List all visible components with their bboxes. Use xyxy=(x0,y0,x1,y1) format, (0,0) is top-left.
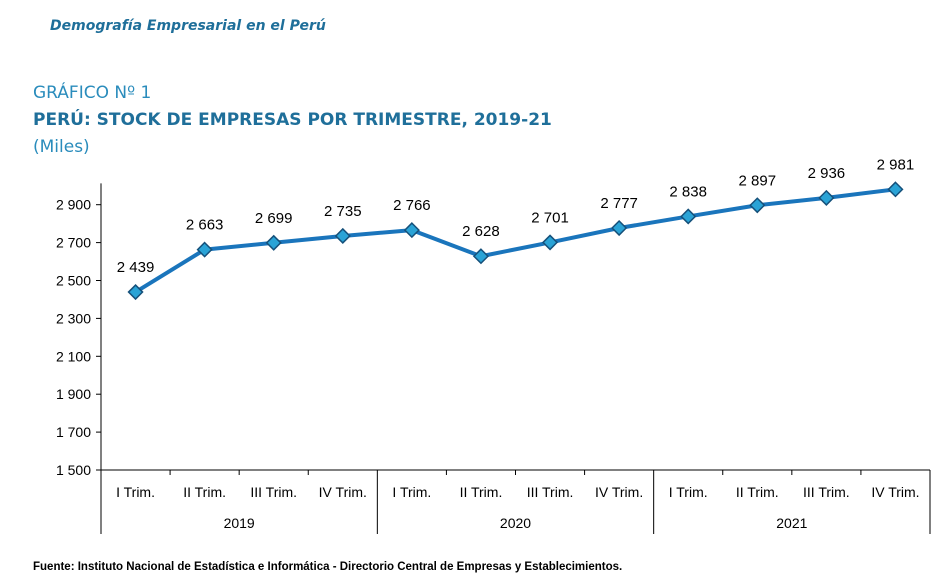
data-point-marker xyxy=(818,189,835,206)
x-tick-label: II Trim. xyxy=(460,484,503,500)
data-label: 2 981 xyxy=(877,156,915,173)
x-tick-label: IV Trim. xyxy=(595,484,643,500)
year-group-label: 2019 xyxy=(224,515,255,531)
x-tick-label: III Trim. xyxy=(527,484,574,500)
data-label: 2 838 xyxy=(669,183,707,200)
data-point-marker xyxy=(127,283,144,301)
y-tick-label: 1 700 xyxy=(56,424,91,440)
y-tick-label: 1 500 xyxy=(56,462,91,478)
year-group-label: 2020 xyxy=(500,515,531,531)
data-point-marker xyxy=(680,208,697,225)
data-label: 2 439 xyxy=(117,259,155,276)
x-tick-label: III Trim. xyxy=(250,484,297,500)
data-point-marker xyxy=(887,181,904,198)
year-group-label: 2021 xyxy=(776,515,807,531)
x-tick-label: I Trim. xyxy=(392,484,431,500)
x-tick-label: II Trim. xyxy=(736,484,779,500)
x-tick-label: I Trim. xyxy=(669,484,708,500)
y-tick-label: 2 300 xyxy=(56,310,91,326)
y-tick-label: 2 700 xyxy=(56,235,91,251)
y-tick-label: 2 500 xyxy=(56,273,91,289)
figure-number: GRÁFICO Nº 1 xyxy=(33,83,152,103)
y-tick-label: 2 100 xyxy=(56,348,91,364)
data-label: 2 777 xyxy=(600,195,638,212)
chart-title: PERÚ: STOCK DE EMPRESAS POR TRIMESTRE, 2… xyxy=(33,110,552,130)
source-note: Fuente: Instituto Nacional de Estadístic… xyxy=(33,561,623,573)
report-header: Demografía Empresarial en el Perú xyxy=(50,18,326,34)
data-label: 2 699 xyxy=(255,210,293,227)
series-line xyxy=(134,187,896,294)
x-tick-label: IV Trim. xyxy=(871,484,919,500)
data-point-marker xyxy=(749,197,766,214)
y-tick-label: 2 900 xyxy=(56,197,91,213)
data-label: 2 766 xyxy=(393,197,431,214)
data-point-marker xyxy=(265,234,282,251)
data-label: 2 701 xyxy=(531,209,569,226)
x-tick-label: I Trim. xyxy=(116,484,155,500)
data-label: 2 663 xyxy=(186,217,224,234)
data-label: 2 628 xyxy=(462,223,500,240)
y-tick-label: 1 900 xyxy=(56,386,91,402)
x-tick-label: III Trim. xyxy=(803,484,850,500)
data-point-marker xyxy=(611,219,628,237)
x-tick-label: II Trim. xyxy=(183,484,226,500)
data-label: 2 897 xyxy=(739,172,777,189)
chart-unit: (Miles) xyxy=(33,137,90,157)
data-label: 2 735 xyxy=(324,203,362,220)
data-point-marker xyxy=(334,227,351,245)
data-point-marker xyxy=(403,222,420,239)
data-point-marker xyxy=(472,248,490,265)
data-point-marker xyxy=(541,234,559,251)
data-point-marker xyxy=(196,241,213,258)
data-label: 2 936 xyxy=(808,165,846,182)
x-tick-label: IV Trim. xyxy=(319,484,367,500)
